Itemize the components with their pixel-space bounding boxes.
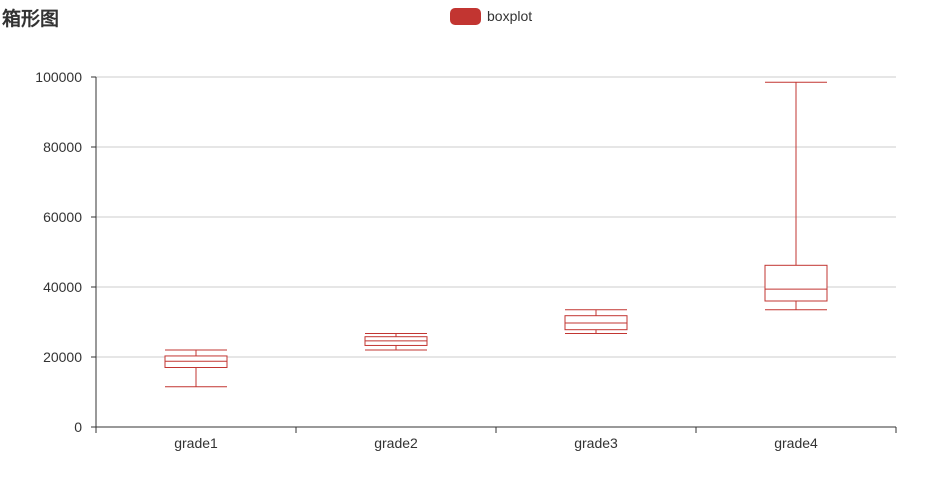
iqr-box[interactable] (764, 264, 828, 302)
y-tick-label: 20000 (43, 349, 82, 365)
x-tick-label-grade1: grade1 (174, 435, 218, 451)
legend-swatch-boxplot[interactable] (450, 8, 481, 25)
x-tick-label-grade4: grade4 (774, 435, 818, 451)
legend[interactable]: boxplot (450, 8, 532, 25)
y-tick-label: 40000 (43, 279, 82, 295)
box-series[interactable] (164, 81, 828, 388)
y-tick-label: 80000 (43, 139, 82, 155)
box-grade3[interactable] (564, 309, 628, 335)
box-grade1[interactable] (164, 349, 228, 388)
y-axis: 0 20000 40000 60000 80000 100000 (35, 69, 97, 435)
box-grade4[interactable] (764, 81, 828, 311)
iqr-box[interactable] (164, 355, 228, 369)
y-tick-label: 100000 (35, 69, 82, 85)
box-grade2[interactable] (364, 333, 428, 351)
y-tick-label: 60000 (43, 209, 82, 225)
x-axis: grade1 grade2 grade3 grade4 (95, 426, 897, 451)
x-tick-label-grade2: grade2 (374, 435, 418, 451)
legend-label-boxplot[interactable]: boxplot (487, 8, 532, 24)
grid-lines (96, 76, 896, 358)
chart-title: 箱形图 (2, 7, 59, 30)
x-tick-label-grade3: grade3 (574, 435, 618, 451)
y-tick-label: 0 (74, 419, 82, 435)
